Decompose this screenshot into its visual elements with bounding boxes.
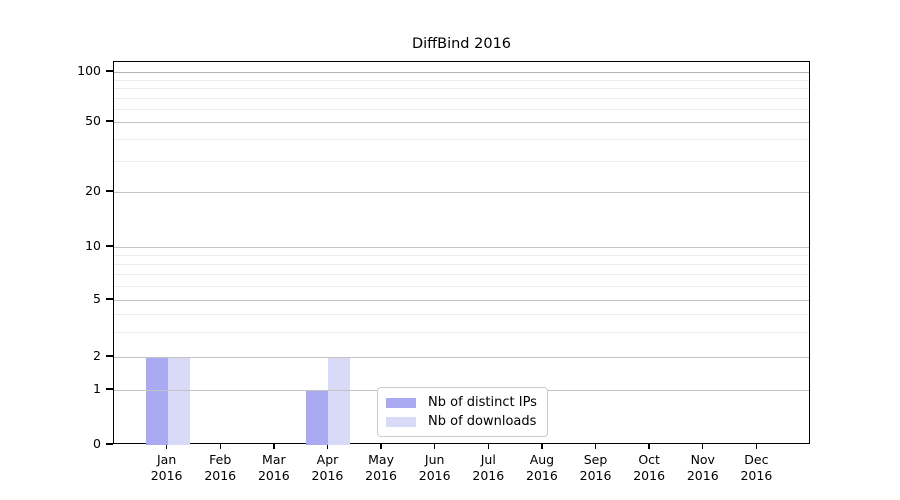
x-tick-label-year: 2016: [526, 467, 558, 483]
legend-swatch: [386, 397, 416, 408]
x-tick-label-year: 2016: [579, 467, 612, 483]
legend-item: Nb of distinct IPs: [386, 395, 537, 410]
y-tick-label: 5: [93, 291, 101, 306]
legend: Nb of distinct IPs Nb of downloads: [377, 387, 548, 437]
x-tick-label-month: Aug: [529, 452, 555, 467]
x-tick-label-year: 2016: [633, 467, 666, 483]
y-tick: [106, 298, 113, 300]
bar-downloads: [328, 357, 351, 445]
x-tick: [380, 444, 382, 449]
x-tick-label-month: Jan: [156, 452, 177, 467]
x-tick-label: Aug 2016: [510, 452, 574, 483]
y-tick-label: 1: [93, 381, 101, 396]
x-tick-label-year: 2016: [686, 467, 719, 483]
x-tick: [326, 444, 329, 449]
y-tick: [106, 120, 113, 122]
x-tick-label-year: 2016: [150, 467, 183, 483]
x-tick-label: May 2016: [349, 452, 413, 483]
x-tick-label-month: Mar: [262, 452, 286, 467]
bar-downloads: [167, 357, 190, 445]
y-tick-label: 10: [85, 238, 101, 253]
y-tick-label: 50: [85, 113, 101, 128]
x-axis: Jan 2016 Feb 2016 Mar 2016 Apr 2016 May 2016 Jun 20…: [113, 444, 810, 494]
y-tick: [106, 355, 113, 357]
x-tick-label: Dec 2016: [724, 452, 788, 483]
x-tick: [487, 444, 489, 449]
x-tick-label-month: Dec: [744, 452, 769, 467]
chart-title: DiffBind 2016: [411, 36, 512, 52]
bar-distinct-ips: [306, 390, 329, 445]
x-tick: [541, 444, 543, 449]
y-tick-label: 100: [77, 63, 101, 78]
y-tick: [106, 190, 113, 192]
x-tick-label: Apr 2016: [295, 452, 359, 483]
y-tick: [106, 443, 113, 445]
x-tick-label-month: Jun: [424, 452, 445, 467]
x-tick: [648, 444, 650, 449]
plot-area: Nb of distinct IPs Nb of downloads: [113, 61, 810, 445]
x-tick-label: Mar 2016: [242, 452, 306, 483]
x-tick-label-month: Apr: [316, 452, 339, 467]
legend-label: Nb of distinct IPs: [428, 395, 537, 410]
y-tick: [106, 388, 113, 390]
y-tick-label: 0: [93, 436, 101, 451]
x-tick: [219, 444, 221, 449]
x-tick-label-month: Sep: [583, 452, 608, 467]
x-tick-label: Sep 2016: [564, 452, 628, 483]
x-tick: [594, 444, 597, 449]
x-tick-label-year: 2016: [365, 467, 397, 483]
bars-layer: [114, 62, 809, 445]
x-tick-label-month: Oct: [638, 452, 660, 467]
x-tick-label-year: 2016: [204, 467, 237, 483]
x-tick: [702, 444, 704, 449]
x-tick-label-month: Feb: [209, 452, 232, 467]
x-tick-label: Jul 2016: [456, 452, 520, 483]
x-tick: [755, 444, 758, 449]
x-tick: [273, 444, 275, 449]
x-tick-label: Jan 2016: [135, 452, 199, 483]
x-tick-label: Oct 2016: [617, 452, 681, 483]
x-tick-label: Nov 2016: [671, 452, 735, 483]
y-tick-label: 2: [93, 348, 101, 363]
x-tick-label-month: May: [368, 452, 394, 467]
y-tick: [106, 70, 113, 72]
legend-swatch: [386, 416, 416, 427]
x-tick: [433, 444, 436, 449]
legend-label: Nb of downloads: [428, 414, 537, 429]
y-tick: [106, 245, 113, 247]
x-tick-label-year: 2016: [472, 467, 505, 483]
x-tick-label-year: 2016: [257, 467, 290, 483]
y-tick-label: 20: [85, 183, 101, 198]
x-tick-label-month: Jul: [480, 452, 496, 467]
x-tick-label-year: 2016: [418, 467, 451, 483]
x-tick-label-month: Nov: [690, 452, 715, 467]
x-tick-label: Feb 2016: [188, 452, 252, 483]
x-tick-label-year: 2016: [740, 467, 773, 483]
legend-item: Nb of downloads: [386, 414, 537, 429]
x-tick-label: Jun 2016: [403, 452, 467, 483]
x-tick-label-year: 2016: [311, 467, 344, 483]
y-axis: 0 1 2 5 10 20 50 100: [0, 61, 113, 451]
x-tick: [165, 444, 168, 449]
bar-distinct-ips: [145, 357, 168, 445]
